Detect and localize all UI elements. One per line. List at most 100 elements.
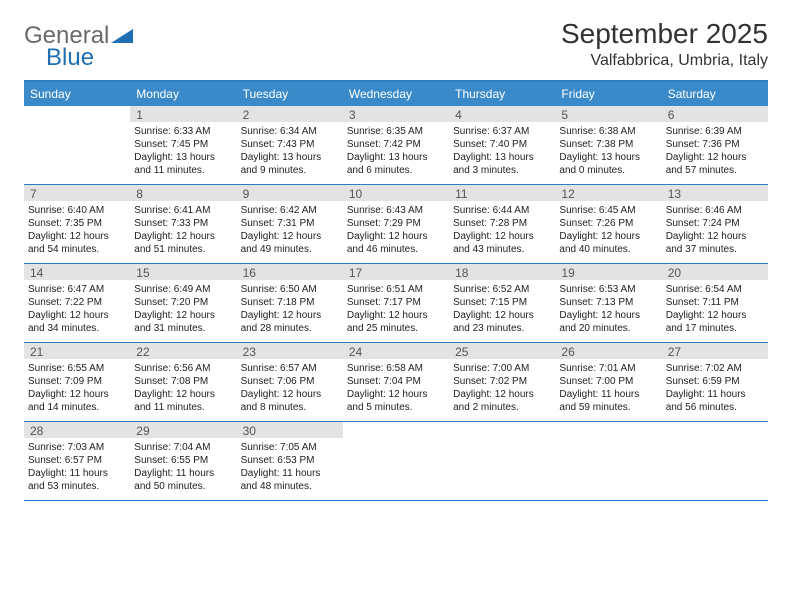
sunrise-text: Sunrise: 6:43 AM <box>347 204 445 217</box>
sunrise-text: Sunrise: 6:52 AM <box>453 283 551 296</box>
calendar-day-cell <box>449 422 555 500</box>
sunrise-text: Sunrise: 6:41 AM <box>134 204 232 217</box>
sunset-text: Sunset: 7:06 PM <box>241 375 339 388</box>
sunrise-text: Sunrise: 6:37 AM <box>453 125 551 138</box>
calendar-week-row: 7Sunrise: 6:40 AMSunset: 7:35 PMDaylight… <box>24 185 768 264</box>
weekday-header: Thursday <box>449 82 555 106</box>
sunset-text: Sunset: 7:00 PM <box>559 375 657 388</box>
calendar-week-row: 28Sunrise: 7:03 AMSunset: 6:57 PMDayligh… <box>24 422 768 501</box>
day-number: 7 <box>24 185 130 201</box>
daylight-text: Daylight: 11 hours and 53 minutes. <box>28 467 126 493</box>
calendar-day-cell: 19Sunrise: 6:53 AMSunset: 7:13 PMDayligh… <box>555 264 661 342</box>
daylight-text: Daylight: 13 hours and 0 minutes. <box>559 151 657 177</box>
sunset-text: Sunset: 6:59 PM <box>666 375 764 388</box>
day-number <box>555 422 661 438</box>
sunset-text: Sunset: 7:38 PM <box>559 138 657 151</box>
calendar-day-cell: 6Sunrise: 6:39 AMSunset: 7:36 PMDaylight… <box>662 106 768 184</box>
day-number: 22 <box>130 343 236 359</box>
sunrise-text: Sunrise: 6:57 AM <box>241 362 339 375</box>
daylight-text: Daylight: 13 hours and 6 minutes. <box>347 151 445 177</box>
sunrise-text: Sunrise: 6:50 AM <box>241 283 339 296</box>
day-number: 14 <box>24 264 130 280</box>
day-number: 17 <box>343 264 449 280</box>
sunrise-text: Sunrise: 6:55 AM <box>28 362 126 375</box>
day-number: 28 <box>24 422 130 438</box>
day-number: 12 <box>555 185 661 201</box>
day-number: 29 <box>130 422 236 438</box>
day-number <box>662 422 768 438</box>
sunset-text: Sunset: 6:55 PM <box>134 454 232 467</box>
sunset-text: Sunset: 7:02 PM <box>453 375 551 388</box>
sunrise-text: Sunrise: 6:35 AM <box>347 125 445 138</box>
logo-text: General Blue <box>24 24 133 70</box>
sunset-text: Sunset: 6:53 PM <box>241 454 339 467</box>
daylight-text: Daylight: 12 hours and 20 minutes. <box>559 309 657 335</box>
calendar-day-cell <box>343 422 449 500</box>
sunset-text: Sunset: 6:57 PM <box>28 454 126 467</box>
sunrise-text: Sunrise: 6:44 AM <box>453 204 551 217</box>
calendar-day-cell: 8Sunrise: 6:41 AMSunset: 7:33 PMDaylight… <box>130 185 236 263</box>
calendar-day-cell: 21Sunrise: 6:55 AMSunset: 7:09 PMDayligh… <box>24 343 130 421</box>
sunset-text: Sunset: 7:13 PM <box>559 296 657 309</box>
calendar-day-cell: 2Sunrise: 6:34 AMSunset: 7:43 PMDaylight… <box>237 106 343 184</box>
header: General Blue September 2025 Valfabbrica,… <box>24 18 768 70</box>
day-number: 19 <box>555 264 661 280</box>
day-number <box>24 106 130 122</box>
daylight-text: Daylight: 12 hours and 54 minutes. <box>28 230 126 256</box>
sunrise-text: Sunrise: 7:02 AM <box>666 362 764 375</box>
daylight-text: Daylight: 12 hours and 57 minutes. <box>666 151 764 177</box>
calendar-day-cell: 24Sunrise: 6:58 AMSunset: 7:04 PMDayligh… <box>343 343 449 421</box>
sunrise-text: Sunrise: 7:01 AM <box>559 362 657 375</box>
day-number: 20 <box>662 264 768 280</box>
sunset-text: Sunset: 7:11 PM <box>666 296 764 309</box>
sunrise-text: Sunrise: 6:47 AM <box>28 283 126 296</box>
sunset-text: Sunset: 7:15 PM <box>453 296 551 309</box>
sunset-text: Sunset: 7:20 PM <box>134 296 232 309</box>
day-number <box>343 422 449 438</box>
day-number: 11 <box>449 185 555 201</box>
calendar-day-cell: 16Sunrise: 6:50 AMSunset: 7:18 PMDayligh… <box>237 264 343 342</box>
sunset-text: Sunset: 7:33 PM <box>134 217 232 230</box>
calendar-day-cell: 9Sunrise: 6:42 AMSunset: 7:31 PMDaylight… <box>237 185 343 263</box>
sunrise-text: Sunrise: 7:05 AM <box>241 441 339 454</box>
title-block: September 2025 Valfabbrica, Umbria, Ital… <box>561 18 768 70</box>
sunset-text: Sunset: 7:42 PM <box>347 138 445 151</box>
daylight-text: Daylight: 12 hours and 25 minutes. <box>347 309 445 335</box>
daylight-text: Daylight: 12 hours and 37 minutes. <box>666 230 764 256</box>
day-number: 1 <box>130 106 236 122</box>
sunset-text: Sunset: 7:43 PM <box>241 138 339 151</box>
sunset-text: Sunset: 7:40 PM <box>453 138 551 151</box>
calendar-day-cell: 17Sunrise: 6:51 AMSunset: 7:17 PMDayligh… <box>343 264 449 342</box>
calendar-day-cell: 14Sunrise: 6:47 AMSunset: 7:22 PMDayligh… <box>24 264 130 342</box>
calendar-day-cell: 27Sunrise: 7:02 AMSunset: 6:59 PMDayligh… <box>662 343 768 421</box>
day-number: 5 <box>555 106 661 122</box>
day-number: 23 <box>237 343 343 359</box>
sunrise-text: Sunrise: 6:42 AM <box>241 204 339 217</box>
daylight-text: Daylight: 11 hours and 50 minutes. <box>134 467 232 493</box>
daylight-text: Daylight: 12 hours and 43 minutes. <box>453 230 551 256</box>
calendar-day-cell: 10Sunrise: 6:43 AMSunset: 7:29 PMDayligh… <box>343 185 449 263</box>
sunset-text: Sunset: 7:29 PM <box>347 217 445 230</box>
daylight-text: Daylight: 12 hours and 17 minutes. <box>666 309 764 335</box>
daylight-text: Daylight: 12 hours and 31 minutes. <box>134 309 232 335</box>
logo-word2: Blue <box>46 46 133 70</box>
daylight-text: Daylight: 11 hours and 48 minutes. <box>241 467 339 493</box>
calendar-day-cell: 23Sunrise: 6:57 AMSunset: 7:06 PMDayligh… <box>237 343 343 421</box>
daylight-text: Daylight: 13 hours and 3 minutes. <box>453 151 551 177</box>
sunset-text: Sunset: 7:24 PM <box>666 217 764 230</box>
day-number: 30 <box>237 422 343 438</box>
weekday-header: Monday <box>130 82 236 106</box>
logo-triangle-icon <box>111 24 133 48</box>
weekday-header: Saturday <box>662 82 768 106</box>
calendar-day-cell: 18Sunrise: 6:52 AMSunset: 7:15 PMDayligh… <box>449 264 555 342</box>
sunset-text: Sunset: 7:26 PM <box>559 217 657 230</box>
day-number: 13 <box>662 185 768 201</box>
sunrise-text: Sunrise: 7:00 AM <box>453 362 551 375</box>
sunrise-text: Sunrise: 6:46 AM <box>666 204 764 217</box>
day-number: 27 <box>662 343 768 359</box>
calendar: Sunday Monday Tuesday Wednesday Thursday… <box>24 80 768 501</box>
weekday-header: Tuesday <box>237 82 343 106</box>
day-number: 8 <box>130 185 236 201</box>
day-number: 18 <box>449 264 555 280</box>
daylight-text: Daylight: 13 hours and 9 minutes. <box>241 151 339 177</box>
